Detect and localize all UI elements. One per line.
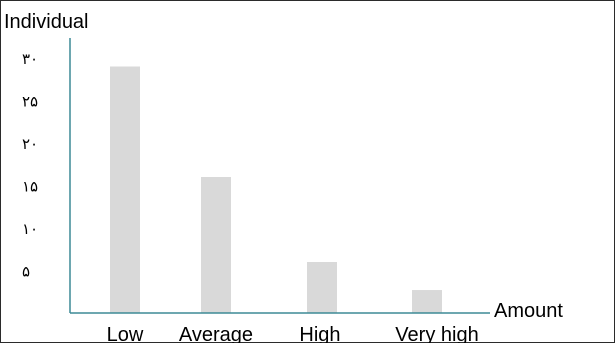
y-tick-label: ۱۵ <box>22 178 38 196</box>
bar-very-high <box>412 290 442 313</box>
bars <box>110 66 442 313</box>
x-axis-title: Amount <box>494 300 563 322</box>
x-tick-label: Average <box>179 324 253 343</box>
x-tick-labels: Low Average High Very high <box>107 324 479 343</box>
y-tick-label: ۵ <box>22 263 30 281</box>
y-tick-label: ۳۰ <box>22 50 38 68</box>
bar-low <box>110 66 140 313</box>
y-axis-title: Individual <box>4 11 89 33</box>
x-tick-label: Very high <box>395 324 478 343</box>
bar-high <box>307 262 337 313</box>
x-tick-label: High <box>299 324 340 343</box>
y-tick-label: ۱۰ <box>22 220 38 238</box>
y-tick-label: ۲۰ <box>22 135 38 153</box>
bar-average <box>201 177 231 313</box>
y-tick-label: ۲۵ <box>22 93 38 111</box>
y-tick-labels: ۳۰ ۲۵ ۲۰ ۱۵ ۱۰ ۵ <box>22 50 38 281</box>
x-tick-label: Low <box>107 324 144 343</box>
